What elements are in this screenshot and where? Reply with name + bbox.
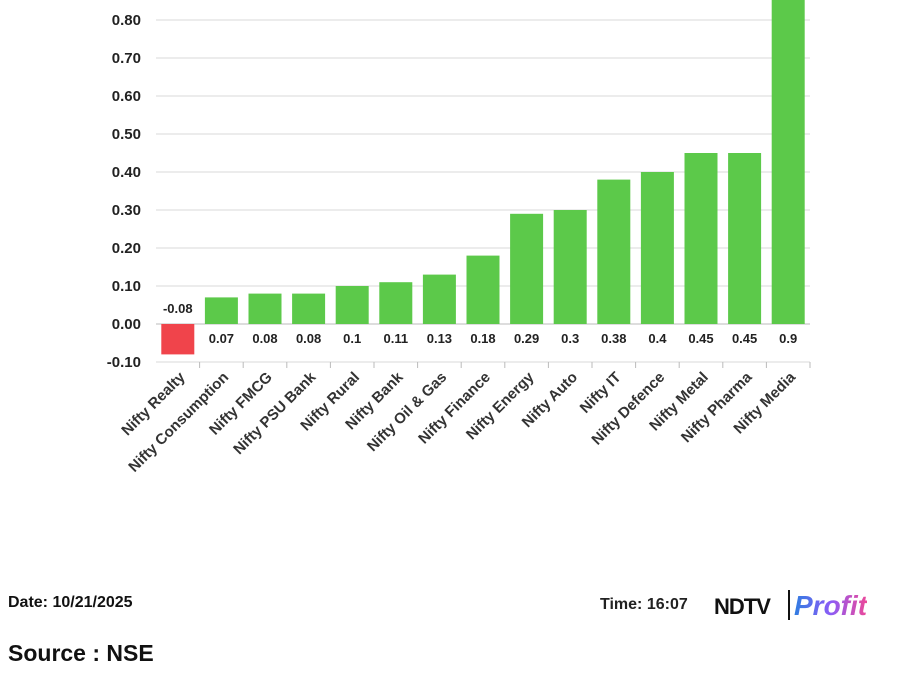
bar <box>292 293 326 324</box>
y-tick-label: 0.00 <box>112 316 141 333</box>
bar <box>422 274 456 324</box>
bar <box>466 255 500 324</box>
bar <box>640 172 674 324</box>
data-label: 0.9 <box>779 331 797 346</box>
data-label: 0.45 <box>688 331 713 346</box>
y-tick-label: 0.20 <box>112 240 141 257</box>
bar <box>510 213 544 324</box>
y-tick-label: 0.70 <box>112 50 141 67</box>
data-label: 0.08 <box>252 331 277 346</box>
bar <box>161 324 195 355</box>
data-label: 0.18 <box>470 331 495 346</box>
source-label: Source : NSE <box>8 640 154 666</box>
data-label: 0.11 <box>384 331 409 346</box>
logo-ndtv: NDTV <box>714 594 771 619</box>
data-label: 0.38 <box>601 331 626 346</box>
bar <box>553 210 587 324</box>
bar <box>379 282 413 324</box>
y-tick-label: -0.10 <box>107 354 141 371</box>
data-label: 0.08 <box>296 331 321 346</box>
data-label: 0.1 <box>343 331 361 346</box>
y-tick-label: 0.40 <box>112 164 141 181</box>
y-tick-label: 0.10 <box>112 278 141 295</box>
bar <box>771 0 805 324</box>
data-label: 0.13 <box>427 331 452 346</box>
time-label: Time: 16:07 <box>600 596 688 613</box>
y-tick-label: 0.60 <box>112 88 141 105</box>
bar <box>597 179 631 324</box>
data-label: 0.29 <box>514 331 539 346</box>
ndtv-profit-logo: NDTV Profit <box>714 590 894 624</box>
y-tick-label: 0.30 <box>112 202 141 219</box>
data-label: -0.08 <box>163 301 193 316</box>
data-label: 0.07 <box>209 331 234 346</box>
logo-divider <box>788 590 790 620</box>
bar <box>684 153 718 324</box>
data-label: 0.4 <box>648 331 667 346</box>
data-label: 0.45 <box>732 331 757 346</box>
bar <box>728 153 762 324</box>
logo-profit: Profit <box>794 590 868 621</box>
y-tick-label: 0.80 <box>112 12 141 29</box>
bar <box>248 293 282 324</box>
y-tick-label: 0.50 <box>112 126 141 143</box>
data-label: 0.3 <box>561 331 579 346</box>
date-label: Date: 10/21/2025 <box>8 594 133 611</box>
bar <box>335 286 369 324</box>
bar <box>204 297 238 324</box>
